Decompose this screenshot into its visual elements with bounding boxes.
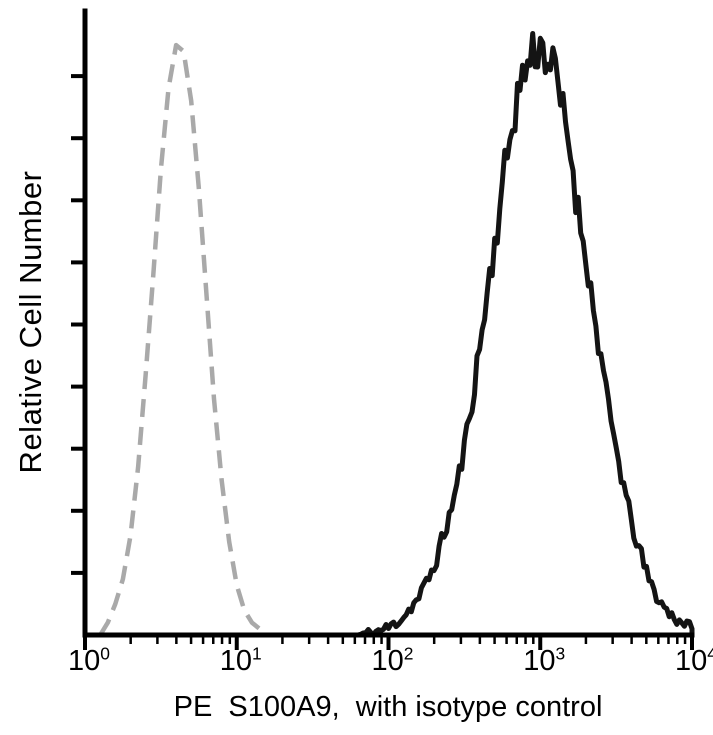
x-tick-base: 10 — [371, 645, 404, 677]
x-tick-base: 10 — [219, 645, 253, 677]
y-axis-label: Relative Cell Number — [13, 170, 48, 474]
x-tick-label-10e3: 103 — [523, 645, 565, 678]
series-curve-isotype-control — [98, 42, 269, 637]
x-tick-exponent: 2 — [403, 643, 414, 664]
x-tick-base: 10 — [675, 645, 708, 677]
x-tick-exponent: 4 — [707, 643, 713, 664]
series-curve-pe-s100a9 — [355, 31, 695, 638]
x-tick-exponent: 3 — [555, 643, 566, 664]
x-tick-exponent: 1 — [252, 643, 262, 664]
axes-lines — [82, 8, 695, 638]
x-axis-tick-labels: 100 101 102 103 104 — [0, 645, 713, 685]
x-tick-label-10e1: 101 — [220, 645, 262, 678]
x-tick-label-10e0: 100 — [68, 645, 110, 678]
x-tick-base: 10 — [523, 645, 556, 677]
x-axis-label: PE S100A9, with isotype control — [173, 691, 603, 723]
x-tick-base: 10 — [68, 645, 101, 677]
x-tick-exponent: 0 — [100, 643, 110, 664]
x-tick-label-10e4: 104 — [675, 645, 713, 678]
x-tick-label-10e2: 102 — [372, 645, 414, 678]
